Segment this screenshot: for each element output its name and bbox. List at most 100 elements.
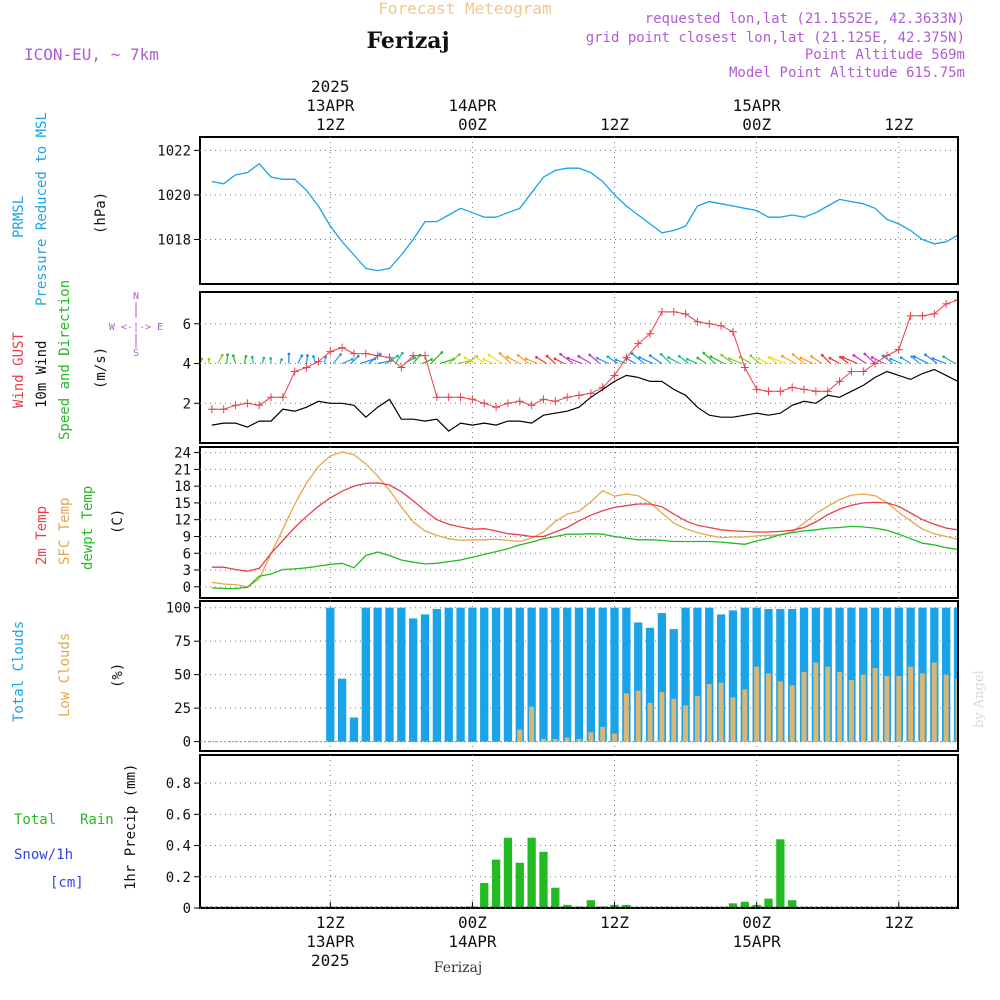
total-cloud-bar-5: [385, 607, 394, 742]
gust-marker-24: [492, 403, 501, 412]
gust-marker-25: [503, 399, 512, 408]
total-cloud-bar-18: [539, 607, 548, 742]
dewpoint-line: [211, 525, 957, 590]
wind-arrow-head: [638, 356, 641, 359]
rain-bar-14: [728, 903, 738, 907]
time-label-2-2: 12Z: [600, 115, 629, 134]
gust-marker-20: [444, 393, 453, 402]
gust-marker-28: [539, 395, 548, 404]
wind-arrow-head: [720, 353, 724, 357]
gust-marker-1: [219, 405, 228, 414]
wind-arrow: [597, 357, 609, 365]
wind-arrow: [943, 356, 956, 365]
wind-arrow-head: [396, 354, 399, 358]
wind-arrow-head: [312, 355, 315, 358]
gust-marker-0: [207, 405, 216, 414]
temp-2m-label: 2m Temp: [34, 506, 50, 565]
gust-marker-6: [278, 393, 287, 402]
pressure-label-prmsl: PRMSL: [11, 196, 27, 238]
wind-arrow: [687, 358, 698, 365]
ytick-label-temp-4: 12: [174, 513, 191, 529]
gust-marker-58: [894, 345, 903, 354]
low-cloud-bar-41: [896, 676, 902, 742]
gust-marker-26: [515, 397, 524, 406]
low-cloud-bar-24: [694, 696, 700, 742]
total-cloud-bar-22: [586, 607, 595, 742]
gust-marker-27: [527, 401, 536, 410]
wind-arrow-head: [630, 352, 634, 356]
wind-arrow: [359, 358, 375, 365]
low-cloud-bar-43: [919, 673, 925, 742]
ytick-label-temp-7: 21: [174, 462, 191, 478]
low-cloud-bar-20: [647, 702, 653, 742]
total-cloud-bar-16: [515, 607, 524, 742]
gust-marker-48: [776, 387, 785, 396]
rain-bar-6: [539, 851, 548, 907]
wind-arrow-head: [280, 358, 283, 362]
cloud-unit: (%): [110, 663, 126, 688]
wind-arrow-head: [458, 353, 461, 356]
wind-arrow-head: [810, 355, 813, 358]
wind-arrow-head: [910, 355, 914, 359]
wind-arrow: [567, 357, 583, 365]
wind-panel-labels: Wind GUST 10m Wind Speed and Direction (…: [11, 280, 163, 440]
total-cloud-bar-10: [444, 607, 453, 742]
low-cloud-bar-40: [884, 676, 890, 742]
wind-arrow-head: [839, 355, 842, 359]
ytick-label-clouds-1: 25: [174, 701, 191, 717]
wind-arrow-head: [767, 356, 771, 359]
ytick-label-temp-5: 15: [174, 496, 191, 512]
low-cloud-bar-28: [742, 689, 748, 742]
ytick-label-wind-0: 2: [183, 396, 191, 412]
low-cloud-bar-14: [576, 738, 582, 742]
total-cloud-bar-19: [551, 607, 560, 742]
snow-unit-label: [cm]: [50, 875, 84, 891]
low-cloud-bar-11: [540, 738, 546, 742]
ytick-label-pressure-1: 1020: [157, 188, 191, 204]
wind-arrow-head: [498, 352, 502, 355]
wind-arrow: [840, 356, 849, 364]
wind-arrow: [439, 358, 455, 365]
wind-arrow: [911, 356, 920, 364]
ytick-label-wind-1: 4: [183, 357, 191, 373]
ytick-label-wind-2: 6: [183, 317, 191, 333]
low-cloud-bar-17: [612, 733, 618, 742]
wind-arrow-head: [820, 353, 824, 357]
wind-arrow-head: [553, 357, 557, 361]
low-cloud-bar-9: [517, 729, 523, 742]
wind-gust-label: Wind GUST: [11, 332, 27, 408]
total-cloud-bar-2: [349, 717, 359, 742]
grid-point-coords: grid point closest lon,lat (21.125E, 42.…: [586, 30, 965, 46]
gust-marker-47: [764, 387, 773, 396]
wind-arrow: [729, 358, 743, 365]
wind-arrow-head: [614, 358, 618, 362]
total-cloud-bar-26: [634, 622, 643, 742]
wind-arrow: [546, 355, 556, 364]
wind-unit: (m/s): [93, 347, 109, 389]
temp-plot: [211, 451, 957, 590]
gust-marker-38: [657, 307, 666, 316]
wind-arrow-head: [852, 354, 856, 357]
wind-arrow: [607, 356, 618, 365]
sfc-temp-line: [211, 451, 957, 588]
wind-arrow-head: [339, 353, 343, 356]
low-cloud-bar-30: [766, 673, 771, 742]
total-cloud-bar-31: [693, 607, 702, 742]
temp-dew-label: dewpt Temp: [80, 486, 96, 570]
low-clouds-label: Low Clouds: [57, 633, 73, 717]
low-cloud-bar-25: [706, 684, 712, 742]
gust-marker-52: [823, 387, 832, 396]
low-cloud-bar-23: [683, 705, 689, 742]
wind-arrow: [448, 354, 460, 364]
wind-arrow-head: [841, 355, 845, 359]
panel-frame-precip: [199, 754, 959, 909]
pressure-line: [211, 162, 957, 272]
total-cloud-bar-27: [645, 627, 655, 742]
wind-arrow-head: [350, 357, 354, 361]
wind-arrow: [871, 356, 885, 365]
wind-arrow-head: [400, 351, 404, 355]
wind-arrow: [811, 355, 823, 365]
wind-arrow-head: [220, 353, 224, 357]
ytick-label-precip-0: 0: [183, 901, 191, 917]
total-cloud-bar-39: [788, 609, 797, 742]
